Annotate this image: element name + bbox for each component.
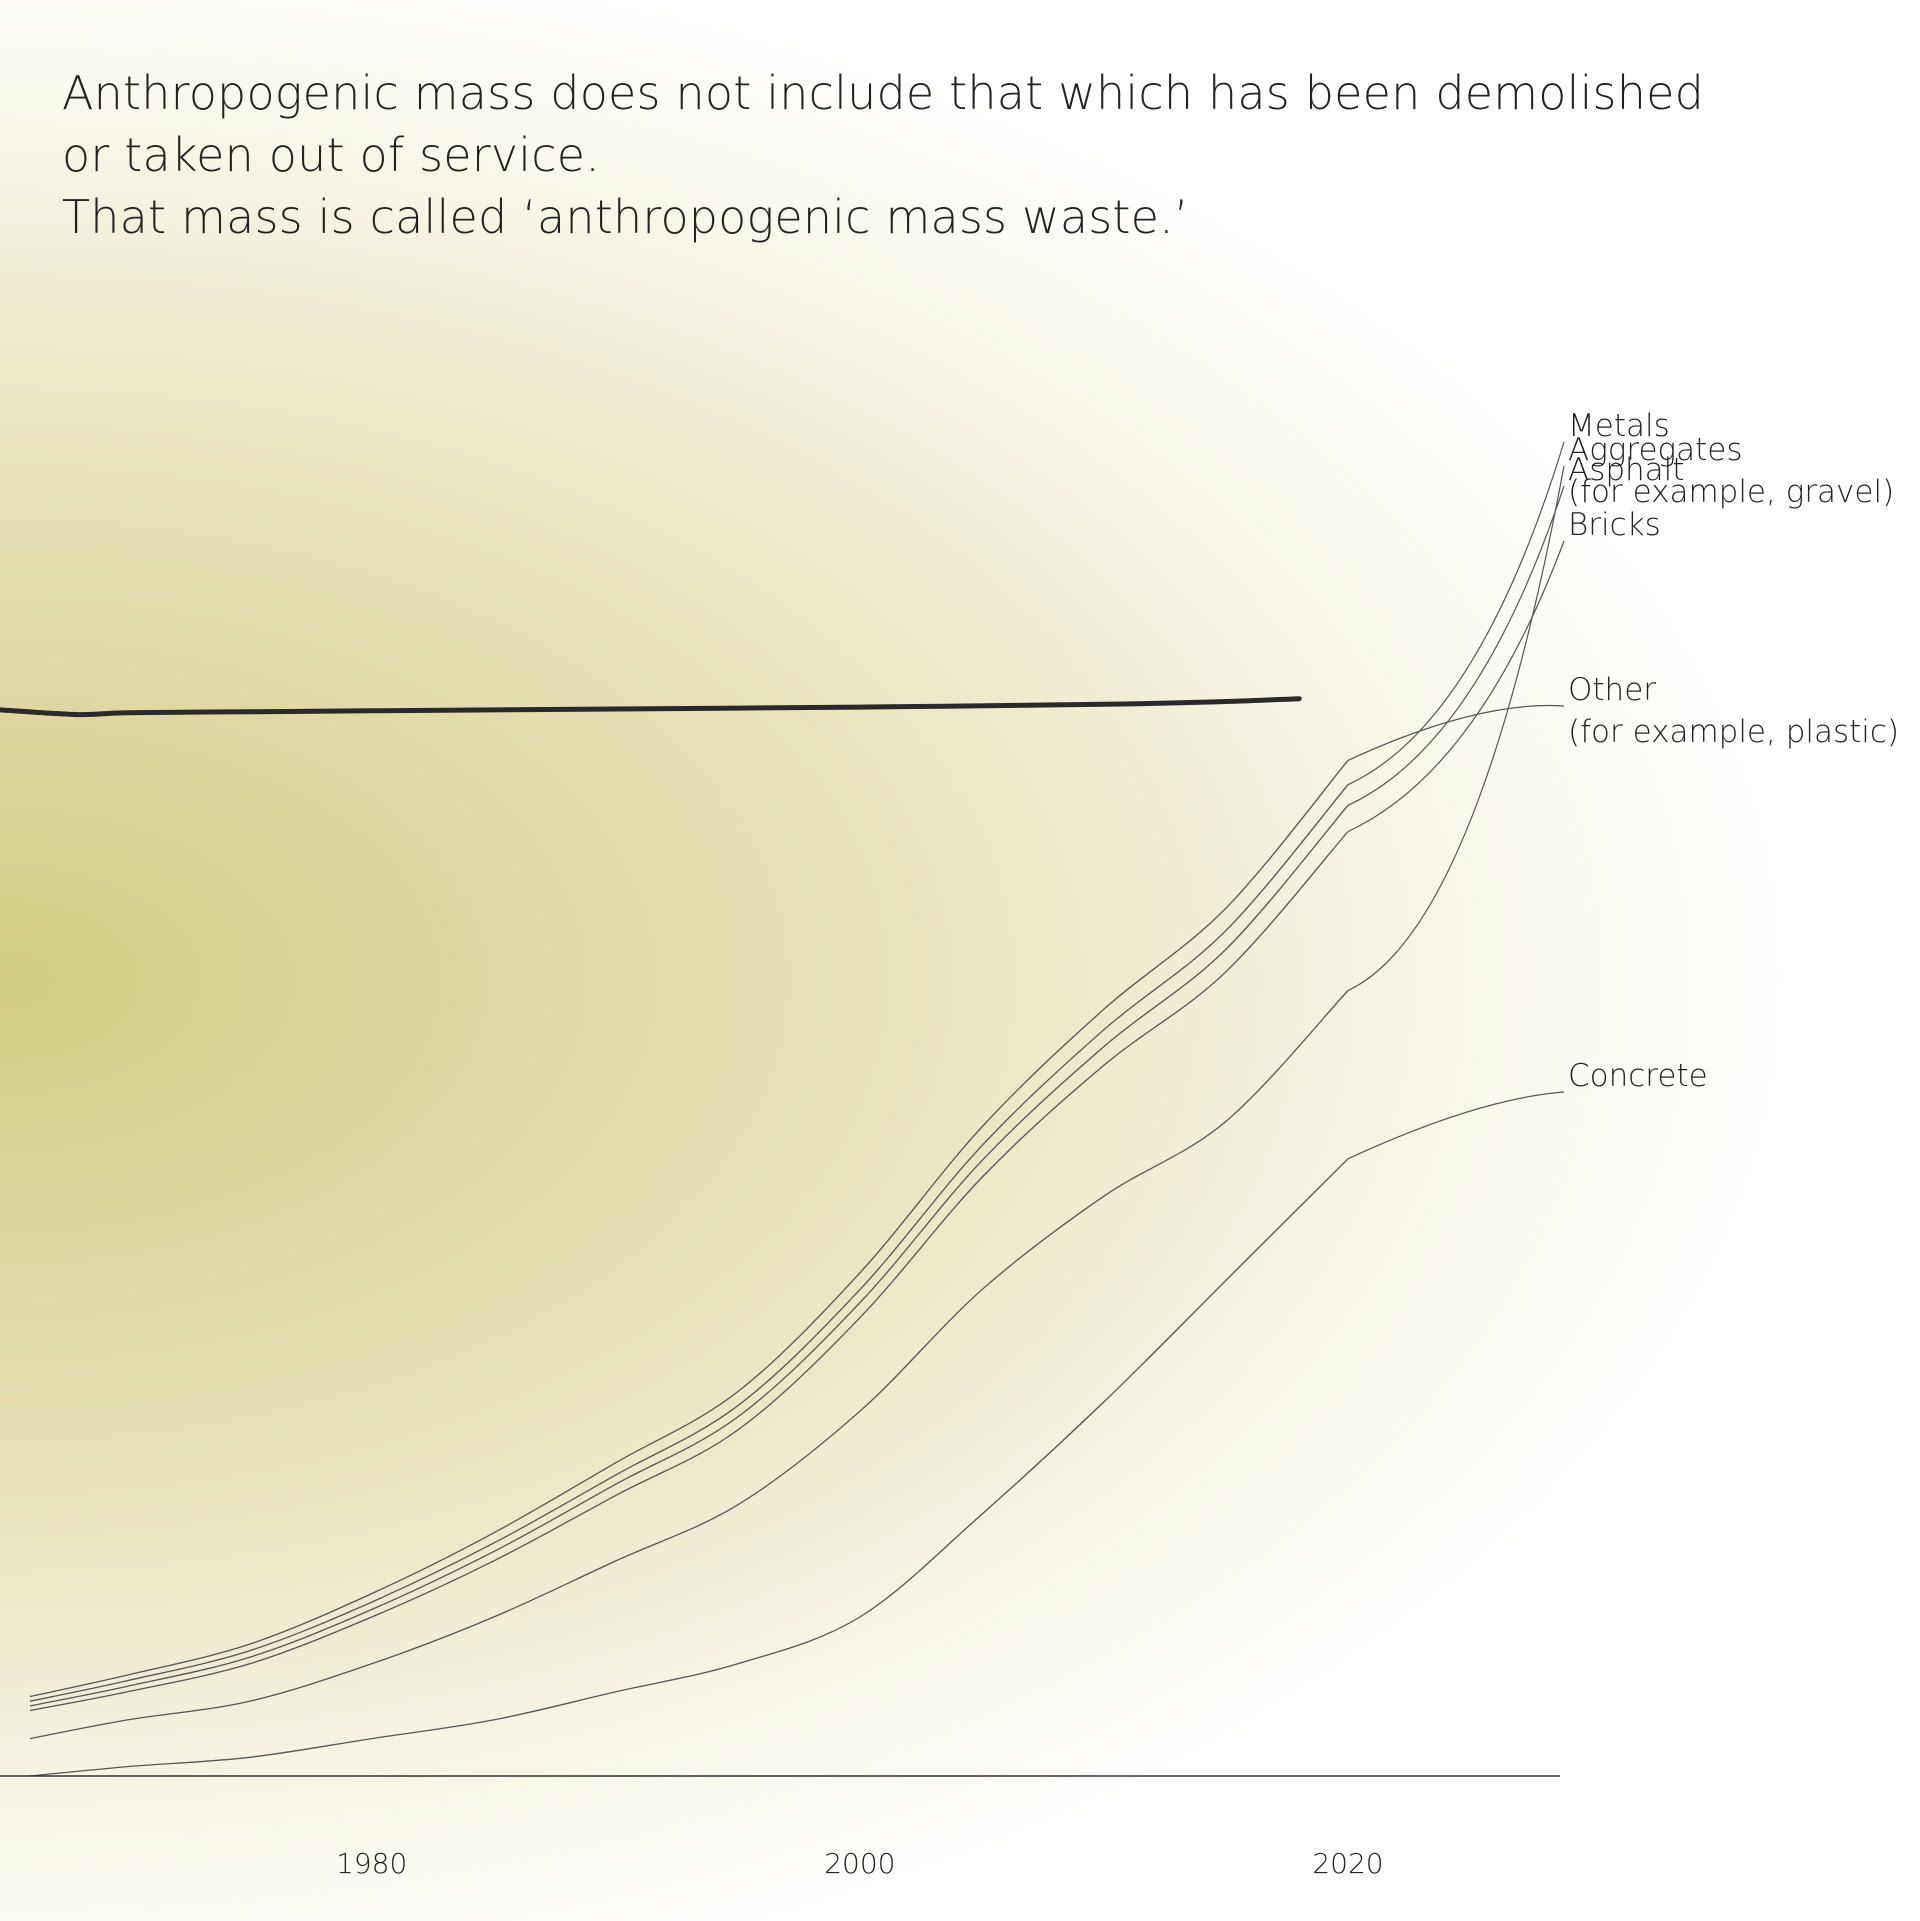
series-line-other [29,759,1349,1698]
legend-leader-metals [1347,441,1565,786]
series-line-metals [29,784,1349,1702]
caption-line-3: That mass is called ‘anthropogenic mass … [62,190,1189,244]
x-tick-label-2020: 2020 [1312,1847,1383,1880]
legend-leader-aggregates [1347,465,1565,992]
legend-leader-concrete [1347,1091,1565,1160]
reference-line [0,696,1302,718]
legend-leader-asphalt [1347,485,1565,806]
legend-label-asphalt: Asphalt [1568,452,1684,488]
legend-leader-bricks [1347,540,1565,833]
x-tick-label-2000: 2000 [824,1847,895,1880]
series-line-asphalt [29,804,1349,1707]
series-line-aggregates [29,990,1349,1740]
legend-label-other: Other (for example, plastic) [1568,672,1899,750]
legend-label-concrete: Concrete [1568,1058,1708,1094]
series-layer [29,759,1349,1777]
caption-line-2: or taken out of service. [62,128,601,182]
chart-caption: Anthropogenic mass does not include that… [62,62,1822,248]
legend-leaders [1347,441,1565,1160]
x-tick-label-1980: 1980 [336,1847,407,1880]
reference-layer [0,696,1302,718]
x-axis: 1980 2000 2020 [0,1775,1560,1880]
legend-label-aggregates: Aggregates (for example, gravel) [1568,432,1894,510]
legend-label-bricks: Bricks [1568,507,1661,543]
legend: Concrete Aggregates (for example, gravel)B… [1568,408,1899,1094]
series-line-bricks [29,831,1349,1712]
series-line-concrete [29,1158,1349,1777]
legend-label-metals: Metals [1568,408,1670,444]
legend-leader-other [1347,704,1565,761]
caption-line-1: Anthropogenic mass does not include that… [62,66,1704,120]
